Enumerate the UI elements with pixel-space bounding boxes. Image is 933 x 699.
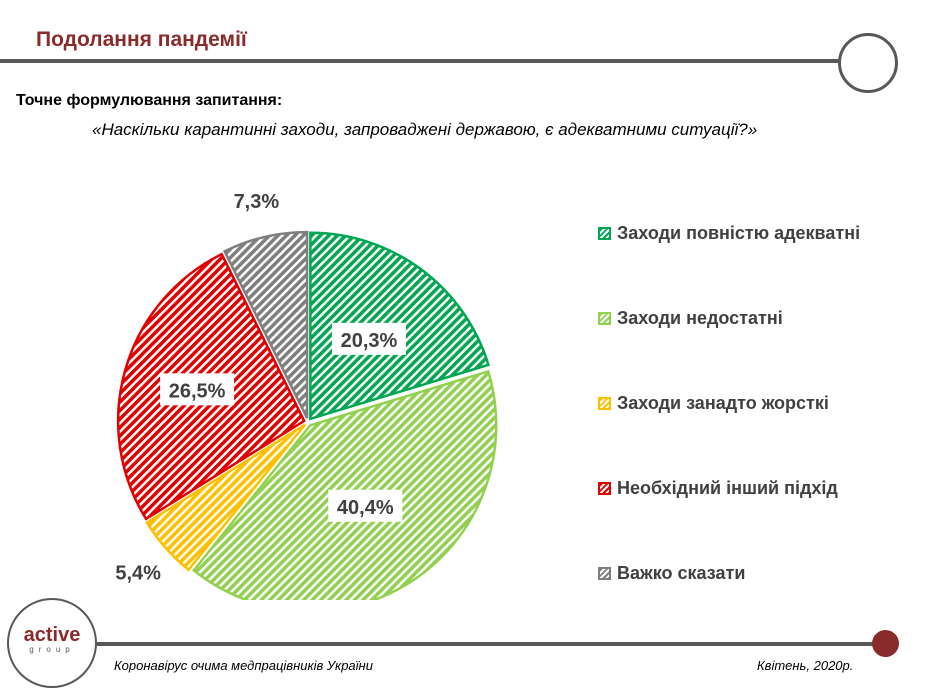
data-label-fully-adequate: 20,3% bbox=[341, 330, 398, 352]
legend-label: Заходи занадто жорсткі bbox=[617, 392, 829, 413]
data-label-bg bbox=[328, 489, 403, 522]
data-label-insufficient: 40,4% bbox=[337, 497, 394, 519]
legend-item-hard-to-say: Важко сказати bbox=[598, 562, 860, 584]
legend-swatch bbox=[598, 566, 611, 580]
data-label-other-approach: 26,5% bbox=[169, 380, 226, 402]
page-title: Подолання пандемії bbox=[36, 28, 247, 51]
header-divider bbox=[0, 59, 842, 63]
data-label-hard-to-say: 7,3% bbox=[234, 191, 280, 213]
question-label: Точне формулювання запитання: bbox=[16, 92, 283, 109]
data-label-too-strict: 5,4% bbox=[115, 562, 161, 584]
legend-label: Необхідний інший підхід bbox=[617, 477, 838, 498]
legend-label: Важко сказати bbox=[617, 562, 746, 583]
data-label-bg bbox=[331, 322, 406, 355]
logo: active group bbox=[7, 598, 97, 688]
footer-date: Квітень, 2020р. bbox=[757, 658, 854, 673]
legend-label: Заходи недостатні bbox=[617, 307, 783, 328]
pie-slice-hard-to-say bbox=[222, 230, 309, 419]
legend-item-other-approach: Необхідний інший підхід bbox=[598, 477, 860, 499]
data-label-bg bbox=[160, 373, 235, 406]
footer-left-text: Коронавірус очима медпрацівників України bbox=[114, 658, 373, 673]
question-text: «Наскільки карантинні заходи, запровадже… bbox=[92, 120, 758, 139]
legend-swatch bbox=[598, 311, 611, 325]
pie-slice-insufficient bbox=[192, 369, 498, 600]
legend-label: Заходи повністю адекватні bbox=[617, 222, 861, 243]
legend-swatch bbox=[598, 396, 611, 410]
legend-item-too-strict: Заходи занадто жорсткі bbox=[598, 392, 860, 414]
legend-item-insufficient: Заходи недостатні bbox=[598, 307, 860, 329]
logo-sub: group bbox=[29, 645, 75, 654]
footer-dot bbox=[872, 630, 899, 657]
header-circle bbox=[838, 33, 898, 93]
chart-legend: Заходи повністю адекватні Заходи недостат… bbox=[598, 222, 860, 647]
pie-chart: 20,3% 40,4% 5,4% 26,5% 7,3% bbox=[115, 191, 498, 600]
pie-slice-too-strict bbox=[145, 423, 306, 572]
footer-divider bbox=[95, 642, 885, 646]
logo-main: active bbox=[23, 624, 81, 646]
legend-swatch bbox=[598, 226, 611, 240]
legend-item-fully-adequate: Заходи повністю адекватні bbox=[598, 222, 860, 244]
legend-swatch bbox=[598, 481, 611, 495]
